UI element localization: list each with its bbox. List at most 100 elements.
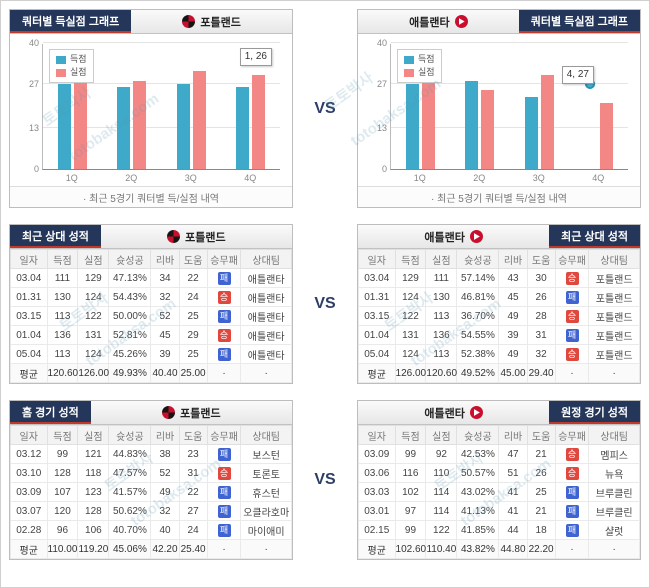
table-cell: 21 bbox=[526, 444, 556, 464]
chart-bar[interactable] bbox=[465, 80, 479, 169]
table-cell: 47.57% bbox=[108, 463, 152, 483]
table-cell: 49 bbox=[498, 306, 528, 326]
chart-bar[interactable] bbox=[584, 79, 597, 169]
quarter-chart-atlanta: 득점 실점 4, 27 0 13 27 40 1Q 2Q 3Q 4Q bbox=[358, 34, 640, 186]
chart-bar[interactable] bbox=[58, 84, 72, 169]
panel-portland-home: 홈 경기 성적 포틀랜드 일자 득점 실점 슛성공 리바 도움 승무패 상대팀 03.12 99… bbox=[9, 400, 293, 560]
chart-bar[interactable] bbox=[176, 84, 190, 169]
table-cell: 47 bbox=[498, 444, 528, 464]
panel-title: 최근 상대 성적 bbox=[549, 225, 640, 248]
table-cell: 110 bbox=[425, 463, 458, 483]
table-cell: 102 bbox=[394, 482, 427, 502]
table-cell: 24 bbox=[178, 520, 208, 540]
result-badge: 승 bbox=[217, 328, 231, 342]
chart-bar[interactable] bbox=[74, 80, 88, 169]
panel-portland-h2h: 최근 상대 성적 포틀랜드 일자 득점 실점 슛성공 리바 도움 승무패 상대팀 03.04 1… bbox=[9, 224, 293, 384]
chart-bar[interactable] bbox=[133, 80, 147, 169]
table-cell: 32 bbox=[526, 344, 556, 364]
table-header: 일자 득점 실점 슛성공 리바 도움 승무패 상대팀 bbox=[358, 249, 640, 269]
portland-logo-icon bbox=[162, 406, 176, 419]
chart-bar[interactable] bbox=[481, 90, 495, 169]
table-cell: 124 bbox=[394, 287, 427, 307]
atlanta-logo-icon bbox=[469, 406, 483, 419]
panel-header: 쿼터별 득실점 그래프 포틀랜드 bbox=[10, 10, 292, 34]
table-cell: 21 bbox=[526, 501, 556, 521]
x-axis-label: 3Q bbox=[532, 173, 545, 183]
chart-bar[interactable] bbox=[235, 87, 249, 169]
table-cell: 129 bbox=[394, 268, 427, 288]
table-cell: 24 bbox=[178, 287, 208, 307]
legend-swatch bbox=[56, 55, 66, 64]
chart-bar[interactable] bbox=[192, 71, 206, 169]
table-cell: 41.57% bbox=[108, 482, 152, 502]
table-cell: 116 bbox=[394, 463, 427, 483]
chart-bar[interactable] bbox=[251, 74, 265, 169]
chart-bar[interactable] bbox=[422, 80, 436, 169]
table-cell: 포틀랜드 bbox=[588, 306, 640, 326]
table-cell: 애틀랜타 bbox=[240, 268, 292, 288]
table-cell: 05.04 bbox=[10, 344, 48, 364]
table-cell: 01.31 bbox=[358, 287, 396, 307]
portland-logo-icon bbox=[167, 230, 181, 243]
table-row: 03.07 120 128 50.62% 32 27 패 오클라호마 bbox=[10, 501, 292, 521]
average-cell: · bbox=[206, 539, 242, 559]
table-cell: 01.31 bbox=[10, 287, 48, 307]
table-row: 03.01 97 114 41.13% 41 21 패 브루클린 bbox=[358, 501, 640, 521]
result-badge: 패 bbox=[565, 523, 579, 537]
table-cell: 토론토 bbox=[240, 463, 292, 483]
table-cell: 03.09 bbox=[358, 444, 396, 464]
y-axis-tick: 0 bbox=[381, 164, 387, 174]
column-header: 리바 bbox=[150, 425, 180, 445]
column-header: 득점 bbox=[46, 249, 79, 269]
table-cell: 106 bbox=[77, 520, 110, 540]
panel-title: 원정 경기 성적 bbox=[549, 401, 640, 424]
vs-label: VS bbox=[314, 471, 336, 488]
average-cell: 126.00 bbox=[394, 363, 427, 383]
column-header: 리바 bbox=[498, 249, 528, 269]
table-cell: 122 bbox=[77, 306, 110, 326]
column-header: 도움 bbox=[526, 249, 556, 269]
average-row: 평균 126.00 120.60 49.52% 45.00 29.40 · · bbox=[358, 363, 640, 383]
table-cell: 보스턴 bbox=[240, 444, 292, 464]
table-cell: 41.85% bbox=[456, 520, 500, 540]
column-header: 실점 bbox=[425, 249, 458, 269]
table-cell: 22 bbox=[178, 482, 208, 502]
chart-note: · 최근 5경기 쿼터별 득/실점 내역 bbox=[10, 186, 292, 207]
table-row: 03.12 99 121 44.83% 38 23 패 보스턴 bbox=[10, 444, 292, 464]
table-cell: 02.15 bbox=[358, 520, 396, 540]
table-cell: 52.38% bbox=[456, 344, 500, 364]
chart-bar[interactable] bbox=[117, 87, 131, 169]
table-row: 02.28 96 106 40.70% 40 24 패 마이애미 bbox=[10, 520, 292, 540]
result-badge: 패 bbox=[217, 347, 231, 361]
average-cell: · bbox=[588, 363, 640, 383]
table-cell: 포틀랜드 bbox=[588, 287, 640, 307]
quarter-group bbox=[162, 44, 221, 169]
result-badge: 승 bbox=[565, 309, 579, 323]
average-cell: · bbox=[206, 363, 242, 383]
y-axis-tick: 0 bbox=[33, 164, 39, 174]
table-cell: 40.70% bbox=[108, 520, 152, 540]
table-cell: 03.03 bbox=[358, 482, 396, 502]
result-badge: 패 bbox=[217, 309, 231, 323]
chart-plot: 득점 실점 4, 27 0 13 27 40 bbox=[377, 38, 628, 174]
average-cell: 49.93% bbox=[108, 363, 152, 383]
table-cell: 111 bbox=[46, 268, 79, 288]
team-header: 포틀랜드 bbox=[131, 10, 292, 33]
table-cell: 34 bbox=[150, 268, 180, 288]
table-cell: 96 bbox=[46, 520, 79, 540]
panel-title: 홈 경기 성적 bbox=[10, 401, 91, 424]
table-cell: 50.57% bbox=[456, 463, 500, 483]
gridline bbox=[391, 127, 628, 129]
table-cell: 128 bbox=[46, 463, 79, 483]
table-cell: 136 bbox=[46, 325, 79, 345]
table-cell: 39 bbox=[150, 344, 180, 364]
result-badge: 패 bbox=[565, 328, 579, 342]
chart-bar[interactable] bbox=[599, 102, 613, 169]
chart-bar[interactable] bbox=[524, 96, 538, 169]
average-cell: 25.40 bbox=[178, 539, 208, 559]
team-name: 포틀랜드 bbox=[200, 16, 241, 29]
chart-bar[interactable] bbox=[540, 74, 554, 169]
table-cell: 52 bbox=[150, 463, 180, 483]
table-cell: 30 bbox=[526, 268, 556, 288]
chart-bar[interactable] bbox=[406, 84, 420, 169]
